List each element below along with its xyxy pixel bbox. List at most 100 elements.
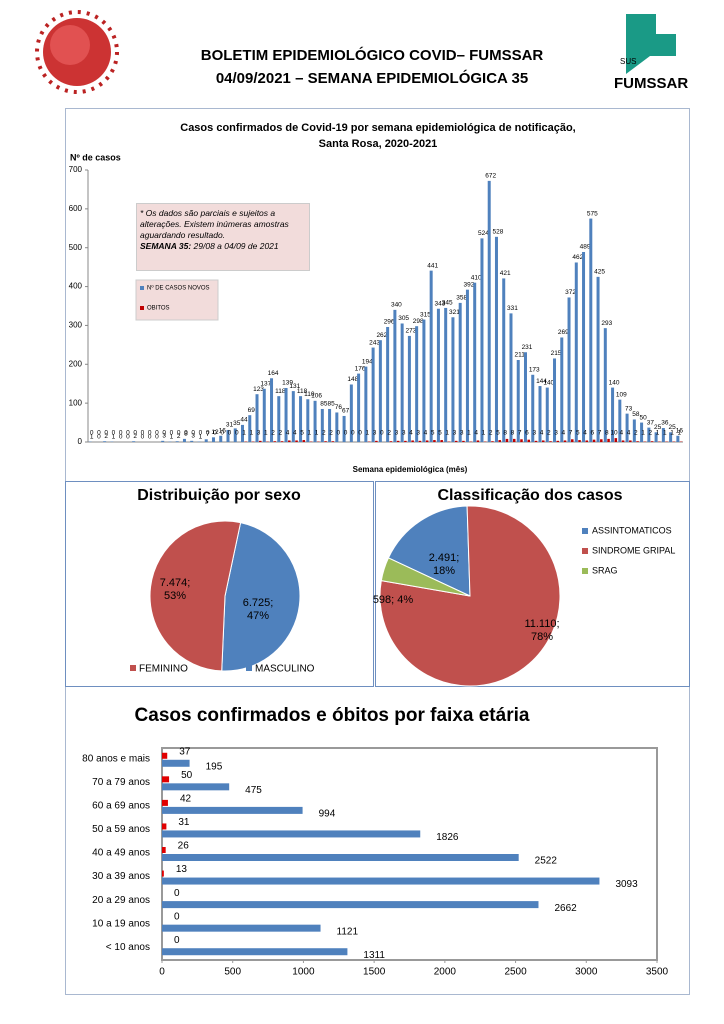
value-label: 42 — [180, 794, 192, 805]
bar — [306, 399, 310, 442]
bar — [324, 441, 327, 442]
y-tick-label: 60 a 69 anos — [92, 801, 150, 812]
bar — [375, 440, 378, 442]
value-label: 528 — [493, 229, 504, 236]
value-label: 1 — [641, 430, 645, 437]
value-label: 262 — [376, 332, 387, 339]
bar — [182, 438, 186, 442]
y-tick-label: 700 — [69, 165, 83, 174]
value-label: 5 — [496, 430, 500, 437]
value-label: 31 — [178, 817, 190, 828]
bar — [273, 441, 277, 442]
bar — [299, 396, 303, 442]
pie-label: 6.725; 47% — [242, 597, 274, 622]
bar — [574, 262, 578, 442]
value-label: 35 — [233, 420, 241, 427]
value-label: 36 — [661, 420, 669, 427]
value-label: 293 — [601, 320, 612, 327]
bar — [400, 323, 404, 442]
value-label: 173 — [529, 366, 540, 373]
value-label: 345 — [442, 300, 453, 307]
y-tick-label: 10 a 19 anos — [92, 918, 150, 929]
bar — [603, 328, 607, 442]
x-tick-label: 3500 — [646, 967, 669, 978]
bar — [629, 440, 632, 442]
value-label: 13 — [176, 864, 188, 875]
bar — [669, 432, 673, 442]
value-label: 524 — [478, 230, 489, 237]
value-label: 321 — [449, 309, 460, 316]
value-label: 140 — [543, 379, 554, 386]
bar — [542, 440, 545, 442]
bar — [650, 441, 654, 442]
bar — [458, 302, 462, 442]
value-label: 0 — [97, 434, 101, 441]
value-label: 131 — [289, 383, 300, 390]
bar — [509, 313, 513, 442]
bar — [335, 412, 339, 442]
legend-swatch — [140, 306, 144, 310]
value-label: 44 — [240, 417, 248, 424]
value-label: 5 — [431, 430, 435, 437]
bar — [415, 326, 419, 442]
value-label: 298 — [413, 318, 424, 325]
value-label: 25 — [668, 424, 676, 431]
value-label: 2 — [271, 430, 275, 437]
bar — [162, 823, 167, 830]
value-label: 0 — [148, 430, 152, 437]
bar — [259, 440, 262, 442]
value-label: 6 — [590, 430, 594, 437]
bar — [132, 441, 136, 442]
value-label: 994 — [319, 809, 336, 820]
bar — [502, 278, 506, 442]
value-label: 3 — [554, 430, 558, 437]
value-label: 85 — [327, 401, 335, 408]
value-label: 243 — [369, 339, 380, 346]
y-tick-label: 500 — [69, 243, 83, 252]
y-tick-label: < 10 anos — [106, 942, 150, 953]
value-label: 2 — [649, 430, 653, 437]
value-label: 137 — [260, 380, 271, 387]
value-label: 4 — [286, 430, 290, 437]
value-label: 37 — [179, 746, 191, 757]
bar — [162, 830, 421, 838]
bar — [262, 388, 266, 442]
bar — [211, 437, 215, 442]
value-label: 215 — [551, 350, 562, 357]
bar — [494, 236, 498, 442]
value-label: 2662 — [554, 903, 577, 914]
value-label: 2 — [634, 430, 638, 437]
y-tick-label: 80 anos e mais — [82, 753, 150, 764]
value-label: 2 — [387, 430, 391, 437]
x-tick-label: 3000 — [575, 967, 598, 978]
value-label: 10 — [610, 430, 618, 437]
value-label: 0 — [174, 935, 180, 946]
bar — [277, 396, 281, 442]
bar — [162, 877, 600, 885]
bar — [219, 435, 223, 442]
chart-title: Distribuição por sexo — [137, 487, 301, 504]
value-label: 109 — [616, 391, 627, 398]
value-label: 139 — [282, 380, 293, 387]
bar — [520, 439, 523, 442]
value-label: 1 — [90, 433, 94, 440]
bar — [284, 387, 288, 442]
value-label: 3 — [460, 430, 464, 437]
value-label: 12 — [211, 429, 219, 436]
chart-title: Classificação dos casos — [438, 487, 623, 504]
bar — [270, 378, 274, 442]
value-label: 0 — [351, 430, 355, 437]
value-label: 372 — [565, 289, 576, 296]
value-label: 2522 — [535, 856, 558, 867]
pie-label: 11.110; 78% — [524, 618, 560, 643]
value-label: 5 — [438, 430, 442, 437]
bar — [313, 400, 317, 442]
pie-slice — [149, 520, 242, 672]
bar — [589, 218, 593, 442]
value-label: 16 — [676, 428, 684, 435]
bar — [614, 438, 618, 442]
value-label: 148 — [347, 376, 358, 383]
value-label: 1 — [678, 430, 682, 437]
